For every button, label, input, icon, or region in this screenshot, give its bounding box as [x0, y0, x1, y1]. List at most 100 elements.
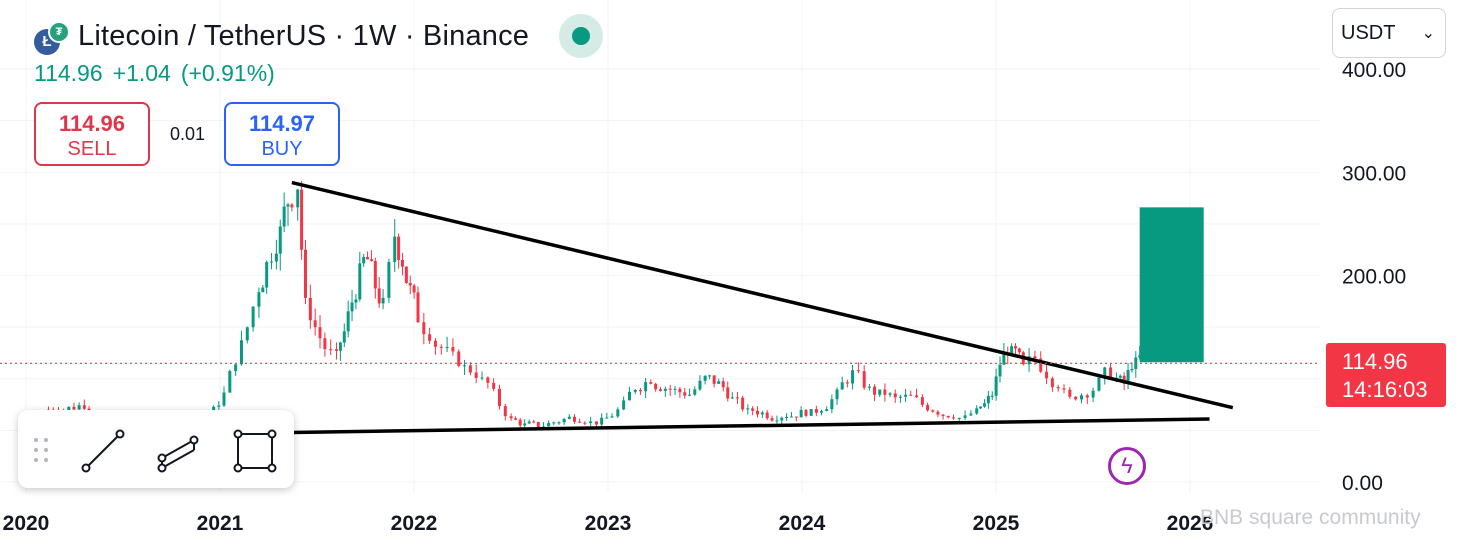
x-axis: 2020 2021 2022 2023 2024 2025 2026 — [3, 512, 1214, 535]
candle-body — [730, 397, 734, 399]
candle-body — [457, 351, 461, 367]
candle-body — [408, 282, 412, 286]
chart-title: Litecoin / TetherUS · 1W · Binance — [78, 19, 530, 52]
candle-body — [809, 408, 813, 416]
candle-body — [649, 382, 653, 384]
candle-body — [552, 422, 556, 424]
status-dot — [572, 27, 591, 45]
parallel-channel-icon[interactable] — [154, 426, 204, 476]
currency-value: USDT — [1341, 21, 1396, 44]
drag-handle-icon[interactable] — [32, 436, 52, 464]
candle-body — [217, 405, 221, 407]
candle-body — [873, 386, 877, 395]
candle-body — [567, 416, 571, 419]
symbol-header[interactable]: Ł ₮ Litecoin / TetherUS · 1W · Binance — [34, 14, 604, 58]
candle-body — [1074, 396, 1078, 400]
y-tick-label: 200.00 — [1342, 266, 1406, 289]
candle-body — [756, 410, 759, 415]
sell-label: SELL — [67, 138, 117, 160]
candle-body — [572, 416, 576, 422]
candle-body — [683, 392, 687, 396]
candle-body — [313, 320, 317, 328]
spread-value: 0.01 — [170, 124, 206, 144]
candle-body — [770, 418, 774, 421]
candle-body — [1062, 388, 1066, 390]
candle-body — [428, 334, 432, 341]
candle-body — [712, 375, 716, 384]
candle-body — [82, 405, 86, 409]
trend-line-icon[interactable] — [78, 426, 128, 476]
candle-body — [644, 382, 648, 392]
sell-button[interactable]: 114.96 SELL — [34, 102, 150, 166]
candle-body — [234, 364, 238, 372]
candle-body — [804, 410, 808, 416]
candle-body — [439, 346, 443, 348]
candle-body — [904, 394, 908, 397]
candle-body — [1085, 395, 1089, 398]
candle-body — [1045, 371, 1049, 379]
x-tick-label: 2020 — [3, 512, 50, 535]
buy-button[interactable]: 114.97 BUY — [224, 102, 340, 166]
last-price: 114.96 — [34, 60, 103, 86]
projection-box — [1139, 207, 1204, 363]
candle-body — [1103, 367, 1107, 378]
candle-body — [503, 406, 507, 417]
sell-price: 114.96 — [58, 111, 126, 136]
buy-price: 114.97 — [248, 111, 316, 136]
currency-select[interactable]: USDT ⌄ — [1332, 8, 1446, 58]
rectangle-icon[interactable] — [230, 426, 280, 476]
candle-body — [898, 396, 902, 398]
candle-body — [303, 249, 307, 298]
candle-body — [775, 420, 779, 422]
market-status-icon[interactable] — [559, 14, 604, 58]
candle-body — [318, 327, 322, 339]
last-price-tag: 114.96 14:16:03 — [1326, 343, 1446, 407]
candle-body — [463, 365, 467, 367]
candle-body — [369, 259, 373, 262]
candle-body — [377, 288, 381, 304]
x-tick-label: 2026 — [1167, 512, 1214, 535]
watermark: BNB square community — [1200, 506, 1421, 529]
candle-body — [883, 389, 887, 395]
candle-body — [594, 421, 598, 425]
ltc-coin-icon: Ł ₮ — [34, 21, 70, 55]
candle-body — [308, 297, 312, 321]
candle-body — [323, 338, 327, 350]
x-tick-label: 2024 — [779, 512, 826, 535]
candle-body — [474, 372, 478, 379]
candle-body — [527, 421, 531, 424]
candle-body — [673, 388, 677, 390]
candle-body — [760, 412, 764, 415]
candle-body — [741, 397, 745, 410]
x-tick-label: 2021 — [197, 512, 244, 535]
x-tick-label: 2022 — [391, 512, 438, 535]
candle-body — [946, 415, 950, 418]
candle-body — [830, 399, 834, 410]
candle-body — [794, 416, 798, 418]
candle-body — [1017, 348, 1021, 353]
candle-body — [67, 406, 71, 411]
candle-body — [893, 393, 897, 398]
candle-body — [290, 204, 294, 208]
candle-body — [557, 422, 561, 424]
candle-body — [239, 340, 243, 365]
candle-body — [622, 400, 626, 410]
candle-body — [1039, 358, 1043, 372]
candle-body — [547, 422, 551, 427]
price-tag-value: 114.96 — [1342, 349, 1408, 374]
candle-body — [1109, 367, 1113, 379]
candle-body — [1056, 387, 1060, 389]
chart-annotations — [0, 180, 1320, 435]
candle-body — [814, 408, 818, 413]
candle-body — [1126, 370, 1130, 384]
candle-body — [416, 292, 420, 323]
candle-body — [820, 411, 824, 413]
candle-body — [397, 236, 401, 260]
candle-body — [412, 285, 416, 293]
candle-body — [654, 383, 658, 390]
candle-body — [678, 388, 682, 393]
y-tick-label: 0.00 — [1342, 472, 1383, 495]
flash-icon[interactable]: ϟ — [1108, 447, 1146, 485]
candle-body — [878, 389, 882, 395]
